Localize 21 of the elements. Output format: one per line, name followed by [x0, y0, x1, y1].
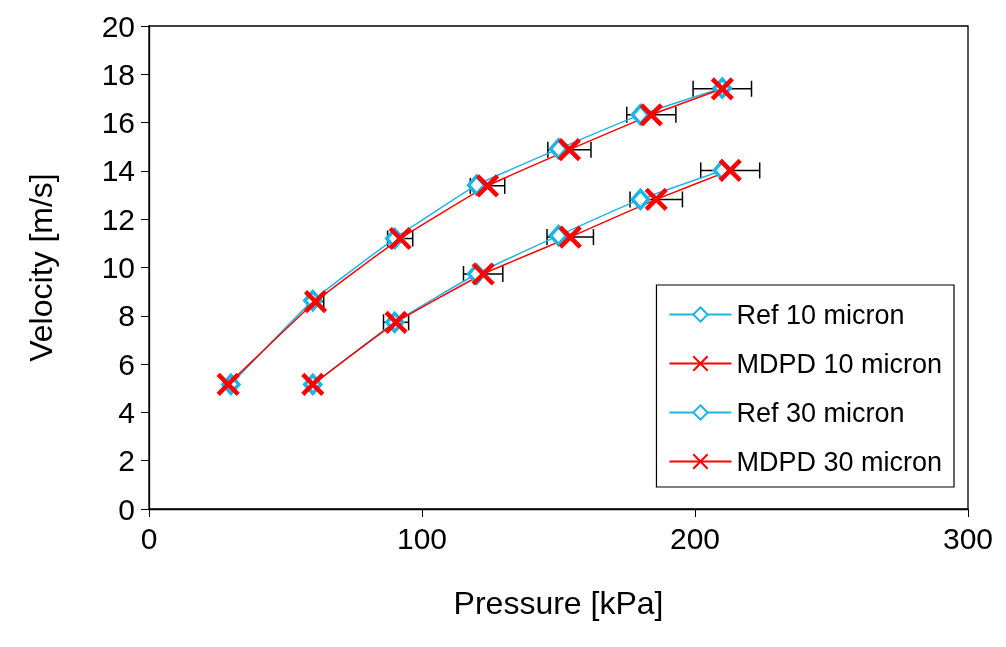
y-tick-label: 2 — [118, 444, 135, 478]
y-tick-label: 18 — [101, 57, 135, 91]
legend-label: Ref 30 micron — [736, 397, 905, 428]
x-tick-label: 0 — [140, 521, 158, 555]
x-tick-label: 200 — [669, 521, 721, 555]
y-tick-label: 16 — [101, 106, 135, 140]
y-tick-label: 20 — [101, 9, 135, 43]
x-tick-label: 300 — [942, 521, 994, 555]
legend-label: MDPD 30 micron — [736, 446, 942, 477]
legend-label: Ref 10 micron — [736, 299, 905, 330]
y-tick-label: 4 — [118, 395, 135, 429]
y-tick-label: 10 — [101, 251, 135, 284]
x-tick-label: 100 — [396, 521, 448, 555]
y-axis-title: Velocity [m/s] — [23, 173, 59, 362]
y-tick-label: 0 — [118, 492, 135, 526]
y-tick-label: 6 — [118, 347, 135, 381]
x-axis-title: Pressure [kPa] — [453, 585, 664, 621]
y-tick-label: 12 — [101, 202, 135, 236]
y-tick-label: 8 — [118, 299, 135, 333]
legend-label: MDPD 10 micron — [736, 348, 942, 379]
y-tick-label: 14 — [101, 154, 135, 188]
